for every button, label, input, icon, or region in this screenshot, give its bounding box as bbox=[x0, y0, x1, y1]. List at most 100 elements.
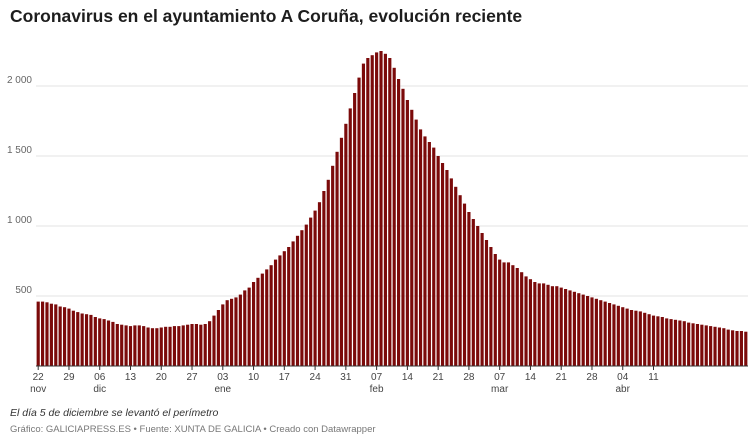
bar bbox=[326, 179, 330, 366]
bar bbox=[638, 311, 642, 366]
bar bbox=[506, 262, 511, 366]
bar bbox=[559, 287, 563, 366]
bar bbox=[150, 328, 155, 366]
bar bbox=[471, 219, 475, 366]
bar bbox=[208, 321, 212, 366]
bar bbox=[54, 304, 58, 366]
bar bbox=[291, 241, 295, 366]
bar bbox=[313, 210, 317, 366]
bar bbox=[700, 324, 704, 366]
x-tick-label: 10 bbox=[248, 372, 260, 383]
bar bbox=[717, 327, 722, 366]
bar bbox=[128, 326, 133, 366]
bar bbox=[449, 178, 453, 366]
bar bbox=[273, 259, 278, 366]
bar bbox=[76, 312, 80, 366]
bar bbox=[260, 273, 264, 366]
bar bbox=[322, 191, 326, 366]
x-tick-label: 28 bbox=[463, 372, 475, 383]
bar bbox=[621, 307, 625, 366]
footer-source: Fuente: XUNTA DE GALICIA bbox=[139, 424, 261, 435]
x-tick-label: 14 bbox=[402, 372, 414, 383]
bar bbox=[625, 308, 629, 366]
bar bbox=[388, 58, 392, 366]
bar bbox=[36, 301, 40, 366]
bar bbox=[62, 307, 67, 366]
x-tick-month-label: mar bbox=[491, 384, 509, 395]
bar bbox=[164, 326, 168, 366]
bar bbox=[581, 294, 585, 366]
bar bbox=[353, 93, 357, 366]
bar bbox=[80, 313, 84, 366]
bar bbox=[555, 286, 559, 366]
bar bbox=[256, 277, 260, 366]
y-tick-label: 1 500 bbox=[7, 145, 32, 156]
bar bbox=[458, 195, 462, 366]
bar bbox=[546, 284, 550, 366]
x-tick-label: 04 bbox=[617, 372, 629, 383]
footer-credit: Creado con Datawrapper bbox=[269, 424, 376, 435]
bar bbox=[436, 156, 440, 366]
x-tick-label: 14 bbox=[525, 372, 537, 383]
bar bbox=[89, 314, 93, 366]
bar bbox=[199, 324, 203, 366]
bar bbox=[616, 305, 620, 366]
bar bbox=[229, 298, 234, 366]
footer-separator: • bbox=[260, 424, 270, 435]
bar bbox=[607, 303, 612, 366]
bar bbox=[660, 317, 664, 366]
bar bbox=[568, 290, 572, 366]
bar bbox=[484, 240, 489, 366]
y-tick-label: 1 000 bbox=[7, 215, 32, 226]
bar bbox=[520, 272, 524, 366]
bar bbox=[357, 77, 361, 366]
y-tick-label: 500 bbox=[15, 285, 32, 296]
bar bbox=[238, 294, 242, 366]
x-tick-label: 20 bbox=[156, 372, 168, 383]
bar bbox=[480, 233, 484, 366]
bar bbox=[93, 317, 97, 366]
x-tick-month-label: ene bbox=[214, 384, 231, 395]
bar bbox=[629, 310, 634, 366]
bar bbox=[106, 320, 111, 366]
bar bbox=[278, 255, 282, 366]
bar bbox=[709, 326, 713, 366]
bar bbox=[401, 88, 405, 367]
bar bbox=[542, 283, 546, 366]
bar bbox=[515, 268, 519, 366]
bar bbox=[418, 129, 423, 366]
x-tick-label: 22 bbox=[33, 372, 45, 383]
bar bbox=[678, 320, 682, 366]
x-tick-label: 07 bbox=[494, 372, 506, 383]
bar bbox=[159, 327, 163, 366]
bar bbox=[361, 63, 366, 366]
bar bbox=[269, 265, 273, 366]
bar bbox=[599, 300, 603, 366]
bar bbox=[186, 324, 190, 366]
bar bbox=[397, 79, 401, 366]
bar bbox=[665, 318, 669, 366]
bar bbox=[445, 170, 449, 366]
bar bbox=[375, 52, 379, 367]
bar bbox=[67, 308, 71, 366]
bar bbox=[370, 55, 374, 366]
bar bbox=[502, 262, 506, 366]
bar bbox=[405, 100, 409, 366]
bar bbox=[695, 324, 700, 366]
bar bbox=[744, 331, 748, 366]
bar bbox=[120, 324, 124, 366]
x-tick-label: 17 bbox=[279, 372, 291, 383]
bar bbox=[335, 151, 339, 366]
bar bbox=[190, 324, 194, 366]
bar bbox=[84, 314, 89, 366]
bar bbox=[383, 53, 387, 367]
x-tick-label: 29 bbox=[63, 372, 75, 383]
bar bbox=[643, 312, 647, 366]
bar bbox=[41, 301, 45, 366]
y-axis-ticks: 500 1 000 1 500 2 000 bbox=[7, 75, 32, 296]
bar bbox=[172, 326, 177, 366]
bar bbox=[511, 265, 515, 366]
bar bbox=[739, 331, 743, 366]
bar bbox=[49, 303, 53, 366]
